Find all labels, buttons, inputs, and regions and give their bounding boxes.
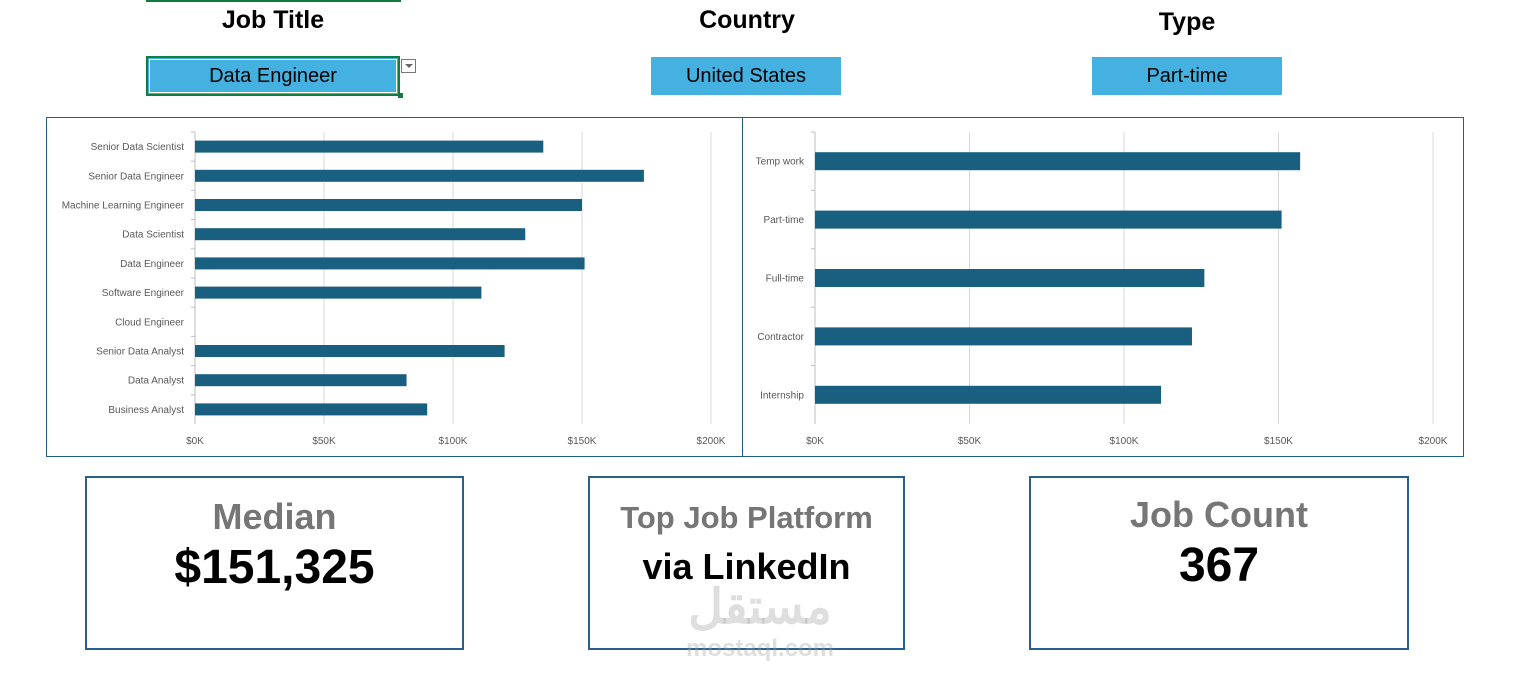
- type-header: Type: [1158, 8, 1216, 36]
- job-count-card: Job Count 367: [1029, 476, 1409, 650]
- bar: [195, 140, 544, 153]
- x-tick-label: $0K: [186, 436, 204, 447]
- chevron-down-icon: [404, 64, 413, 68]
- job-count-value: 367: [1178, 539, 1260, 592]
- y-category-label: Senior Data Analyst: [96, 347, 184, 358]
- x-tick-label: $150K: [1264, 436, 1293, 447]
- bar: [815, 210, 1282, 229]
- y-category-label: Data Scientist: [122, 230, 184, 241]
- fill-handle[interactable]: [398, 93, 403, 98]
- bar: [815, 385, 1162, 404]
- type-dropdown[interactable]: Part-time: [1092, 57, 1282, 95]
- bar: [195, 199, 582, 211]
- job-count-title: Job Count: [1130, 494, 1308, 535]
- y-category-label: Data Engineer: [120, 259, 185, 270]
- bar: [815, 327, 1192, 346]
- x-tick-label: $0K: [806, 436, 824, 447]
- x-tick-label: $200K: [1419, 436, 1448, 447]
- y-category-label: Senior Data Engineer: [88, 171, 184, 182]
- y-category-label: Full-time: [766, 274, 805, 285]
- bar: [195, 374, 407, 387]
- median-title: Median: [212, 496, 337, 537]
- y-category-label: Business Analyst: [108, 405, 184, 416]
- bar: [195, 169, 644, 182]
- bar: [195, 228, 526, 241]
- median-card: Median $151,325: [85, 476, 464, 650]
- x-tick-label: $200K: [697, 436, 726, 447]
- y-category-label: Part-time: [763, 215, 804, 226]
- y-category-label: Cloud Engineer: [115, 317, 185, 328]
- job-title-salary-chart: $0K $50K $100K $150K $200K Senior Data Scient…: [46, 117, 743, 457]
- selected-cell-edge: [146, 0, 401, 2]
- job-title-chart-svg: $0K $50K $100K $150K $200K Senior Data Scient…: [62, 131, 726, 447]
- job-title-dropdown[interactable]: Data Engineer: [146, 56, 400, 96]
- country-header: Country: [699, 6, 795, 34]
- platform-value: via LinkedIn: [642, 546, 851, 587]
- y-category-label: Data Analyst: [128, 376, 184, 387]
- platform-title: Top Job Platform: [620, 500, 873, 535]
- y-category-label: Senior Data Scientist: [91, 142, 185, 153]
- job-type-chart-svg: $0K $50K $100K $150K $200K Temp work Part-time…: [756, 131, 1448, 447]
- bar: [195, 257, 585, 270]
- y-category-label: Contractor: [757, 332, 804, 343]
- country-dropdown[interactable]: United States: [651, 57, 841, 95]
- x-tick-label: $100K: [1110, 436, 1139, 447]
- dropdown-arrow-button[interactable]: [401, 59, 416, 73]
- watermark-logo: مستقل mostaql.com: [685, 581, 835, 662]
- job-type-salary-chart: $0K $50K $100K $150K $200K Temp work Part-time…: [742, 117, 1464, 457]
- bar: [815, 269, 1205, 287]
- y-category-label: Software Engineer: [102, 288, 185, 299]
- y-category-label: Internship: [760, 390, 804, 401]
- x-tick-label: $150K: [568, 436, 597, 447]
- top-platform-card: Top Job Platform via LinkedIn: [588, 476, 905, 650]
- y-category-label: Machine Learning Engineer: [62, 201, 185, 212]
- job-title-header: Job Title: [221, 6, 325, 34]
- x-tick-label: $50K: [312, 436, 336, 447]
- bar: [195, 345, 505, 357]
- median-value: $151,325: [174, 541, 375, 594]
- bar: [195, 403, 428, 416]
- y-category-label: Temp work: [756, 157, 805, 168]
- bar: [815, 152, 1301, 171]
- bar: [195, 286, 482, 299]
- x-tick-label: $50K: [958, 436, 982, 447]
- x-tick-label: $100K: [439, 436, 468, 447]
